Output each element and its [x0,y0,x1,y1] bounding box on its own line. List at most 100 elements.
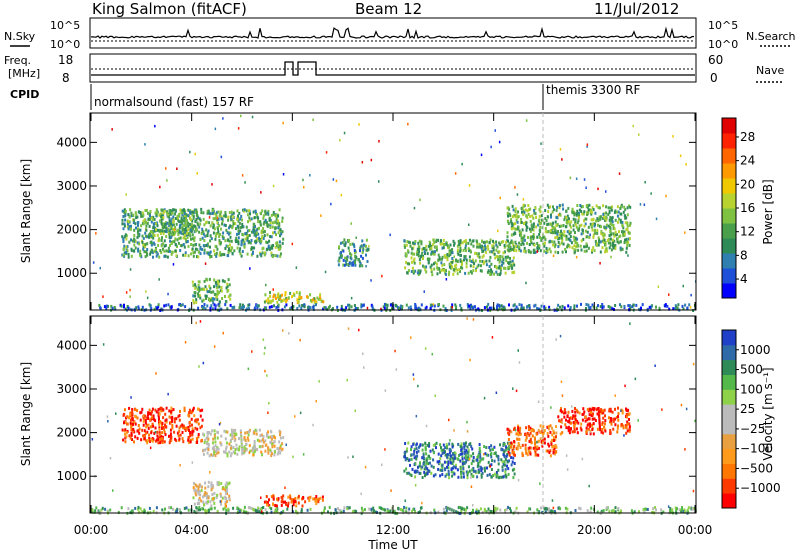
range-gate-cell [135,240,137,243]
range-gate-cell [194,286,197,290]
range-gate-cell [470,445,473,449]
range-gate-cell [159,406,162,410]
range-gate-cell [465,458,468,462]
range-gate-cell [145,221,147,224]
range-gate-cell [566,415,569,418]
range-gate-cell [192,284,195,288]
range-gate-cell [171,250,174,254]
range-gate-cell [277,214,280,218]
range-gate-cell [358,260,361,264]
range-gate-cell [579,244,582,248]
range-gate-cell [237,236,240,240]
range-gate-cell [597,304,599,308]
range-gate-cell [469,264,472,268]
range-gate-cell [181,303,184,307]
range-gate-cell [153,217,156,221]
range-gate-cell [442,507,445,511]
range-gate-cell [453,456,456,460]
range-gate-cell [212,290,215,294]
range-gate-cell [146,296,149,300]
range-gate-cell [154,426,157,430]
range-gate-cell [241,303,244,307]
range-gate-cell [520,207,523,211]
range-gate-cell [464,455,467,459]
range-gate-cell [189,211,192,215]
range-gate-cell [583,245,586,249]
range-gate-cell [158,423,161,426]
range-gate-cell [532,225,535,229]
range-gate-cell [554,450,557,454]
range-gate-cell [133,238,136,242]
range-gate-cell [244,447,247,451]
range-gate-cell [130,238,132,242]
range-gate-cell [464,246,467,250]
range-gate-cell [568,229,571,233]
range-gate-cell [214,237,217,241]
range-gate-cell [309,174,311,177]
range-gate-cell [682,510,685,513]
range-gate-cell [456,468,459,472]
range-gate-cell [468,255,471,259]
range-gate-cell [624,384,626,388]
range-gate-cell [293,293,296,297]
range-gate-cell [171,415,174,419]
range-gate-cell [181,209,184,213]
range-gate-cell [206,447,209,451]
range-gate-cell [128,214,131,218]
range-gate-cell [591,428,594,431]
range-gate-cell [496,272,499,276]
range-gate-cell [238,437,240,441]
range-gate-cell [126,222,129,225]
range-gate-cell [431,448,434,452]
range-gate-cell [605,247,608,251]
range-gate-cell [632,303,635,307]
range-gate-cell [104,507,107,511]
range-gate-cell [91,510,94,514]
range-gate-cell [386,306,389,310]
range-gate-cell [513,214,516,217]
range-gate-cell [441,257,443,261]
range-gate-cell [343,506,346,510]
range-gate-cell [287,504,289,508]
range-gate-cell [212,437,215,441]
range-gate-cell [124,209,127,213]
range-gate-cell [498,475,501,479]
range-gate-cell [494,506,497,510]
range-gate-cell [120,304,123,308]
range-gate-cell [343,263,346,267]
range-gate-cell [600,225,602,229]
range-gate-cell [134,211,137,215]
range-gate-cell [557,245,560,249]
range-gate-cell [127,255,130,259]
range-gate-cell [281,216,284,220]
range-gate-cell [214,127,217,131]
range-gate-cell [274,450,276,454]
range-gate-cell [676,507,678,511]
range-gate-cell [407,471,410,475]
range-gate-cell [218,235,221,238]
range-gate-cell [367,248,370,251]
range-gate-cell [512,452,515,456]
range-gate-cell [109,508,112,512]
range-gate-cell [581,413,584,416]
range-gate-cell [280,299,283,303]
range-gate-cell [372,510,375,514]
range-gate-cell [248,216,251,220]
range-gate-cell [182,440,185,444]
range-gate-cell [555,431,558,435]
range-gate-cell [140,214,143,218]
range-gate-cell [273,453,276,457]
range-gate-cell [206,509,209,513]
range-gate-cell [538,246,541,250]
range-gate-cell [453,429,455,432]
range-gate-cell [279,247,282,251]
range-gate-cell [154,408,157,412]
range-gate-cell [526,209,529,213]
range-gate-cell [164,412,167,416]
range-gate-cell [409,305,412,309]
range-gate-cell [212,217,215,221]
range-gate-cell [226,231,229,235]
range-gate-cell [198,496,201,500]
range-gate-cell [518,431,521,435]
range-gate-cell [541,237,544,240]
